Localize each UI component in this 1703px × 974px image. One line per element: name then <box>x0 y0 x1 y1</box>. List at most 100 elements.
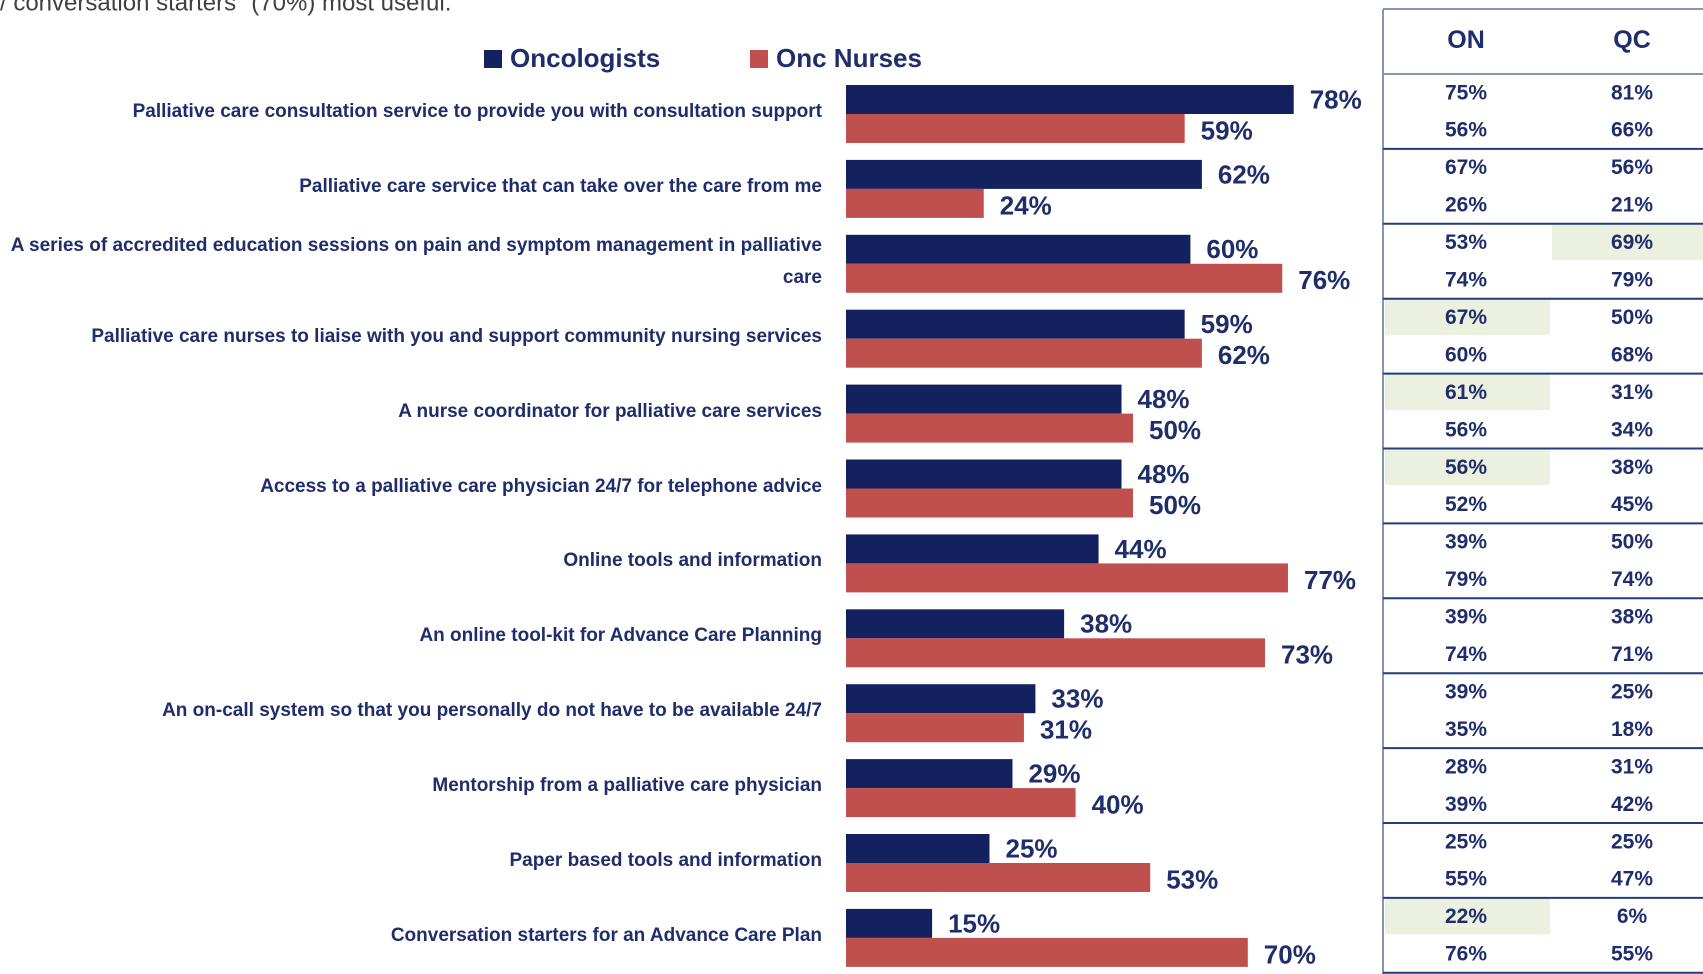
category-label: An online tool-kit for Advance Care Plan… <box>419 625 822 647</box>
table-highlight <box>1385 374 1550 411</box>
bar <box>846 188 984 218</box>
value-label: 50% <box>1149 490 1201 520</box>
table-cell: 47% <box>1611 868 1653 891</box>
value-label: 48% <box>1138 384 1190 414</box>
category-label: Palliative care consultation service to … <box>132 101 822 122</box>
bar <box>846 937 1248 967</box>
value-label: 50% <box>1149 415 1201 445</box>
legend-swatch <box>750 50 768 68</box>
value-label: 62% <box>1218 340 1270 370</box>
table-cell: 66% <box>1611 119 1653 142</box>
bar <box>846 309 1185 339</box>
table-cell: 28% <box>1445 755 1487 778</box>
value-label: 48% <box>1138 459 1190 489</box>
table-cell: 31% <box>1611 381 1653 404</box>
legend-label: Onc Nurses <box>776 43 922 73</box>
table-cell: 50% <box>1611 531 1653 554</box>
table-header: ON <box>1447 26 1485 54</box>
bar <box>846 759 1013 789</box>
table-cell: 71% <box>1611 643 1653 666</box>
table-cell: 50% <box>1611 306 1653 329</box>
value-label: 44% <box>1115 534 1167 564</box>
value-label: 33% <box>1051 684 1103 714</box>
bar <box>846 863 1151 892</box>
value-label: 77% <box>1304 565 1356 595</box>
bar <box>846 384 1122 414</box>
table-cell: 25% <box>1445 830 1487 853</box>
bar <box>846 684 1036 714</box>
table-cell: 45% <box>1611 493 1653 516</box>
legend-label: Oncologists <box>510 43 660 73</box>
table-cell: 39% <box>1445 793 1487 816</box>
category-label: Access to a palliative care physician 24… <box>260 475 822 497</box>
table-cell: 75% <box>1445 81 1487 104</box>
bar <box>846 263 1283 293</box>
value-label: 29% <box>1028 758 1080 788</box>
bar <box>846 488 1133 518</box>
value-label: 24% <box>1000 190 1052 220</box>
table-cell: 31% <box>1611 755 1653 778</box>
table-cell: 42% <box>1611 793 1653 816</box>
value-label: 62% <box>1218 159 1270 189</box>
table-cell: 67% <box>1445 156 1487 179</box>
value-label: 31% <box>1040 715 1092 745</box>
table-cell: 67% <box>1445 306 1487 329</box>
value-label: 15% <box>948 908 1000 938</box>
value-label: 70% <box>1264 939 1316 969</box>
bar <box>846 85 1294 114</box>
table-cell: 74% <box>1445 269 1487 292</box>
table-cell: 55% <box>1611 943 1653 966</box>
bar <box>846 459 1122 489</box>
category-label: An on-call system so that you personally… <box>162 700 822 722</box>
table-cell: 61% <box>1445 381 1487 404</box>
bar <box>846 234 1191 264</box>
table-cell: 52% <box>1445 493 1487 516</box>
table-highlight <box>1552 224 1703 261</box>
value-label: 76% <box>1298 265 1350 295</box>
table-cell: 56% <box>1445 418 1487 441</box>
table-cell: 56% <box>1611 156 1653 179</box>
bar <box>846 908 933 938</box>
table-cell: 39% <box>1445 531 1487 554</box>
table-cell: 60% <box>1445 343 1487 366</box>
category-label: Mentorship from a palliative care physic… <box>432 775 822 797</box>
table-highlight <box>1385 449 1550 485</box>
table-cell: 6% <box>1617 905 1648 928</box>
table-cell: 81% <box>1611 81 1653 104</box>
bar <box>846 338 1202 368</box>
bar <box>846 114 1185 143</box>
category-label: Paper based tools and information <box>509 850 823 871</box>
legend-swatch <box>484 50 502 68</box>
table-cell: 34% <box>1611 418 1653 441</box>
table-cell: 74% <box>1445 643 1487 666</box>
value-label: 40% <box>1092 789 1144 819</box>
value-label: 38% <box>1080 609 1132 639</box>
value-label: 60% <box>1206 234 1258 264</box>
value-label: 53% <box>1166 864 1218 894</box>
value-label: 78% <box>1310 84 1362 114</box>
bar <box>846 534 1099 564</box>
table-cell: 38% <box>1611 456 1653 479</box>
category-label: Palliative care service that can take ov… <box>299 175 822 197</box>
table-highlight <box>1385 299 1550 336</box>
table-highlight <box>1385 898 1550 935</box>
table-cell: 38% <box>1611 606 1653 629</box>
table-cell: 79% <box>1611 269 1653 292</box>
category-label: A series of accredited education session… <box>10 234 822 288</box>
category-label: Palliative care nurses to liaise with yo… <box>91 325 822 347</box>
table-cell: 56% <box>1445 119 1487 142</box>
category-label: A nurse coordinator for palliative care … <box>398 400 822 422</box>
table-cell: 39% <box>1445 606 1487 629</box>
table-cell: 76% <box>1445 943 1487 966</box>
value-label: 59% <box>1201 115 1253 145</box>
bar <box>846 159 1202 189</box>
table-cell: 79% <box>1445 568 1487 591</box>
table-cell: 35% <box>1445 718 1487 741</box>
table-cell: 39% <box>1445 680 1487 703</box>
bar <box>846 413 1133 443</box>
table-cell: 25% <box>1611 830 1653 853</box>
table-cell: 74% <box>1611 568 1653 591</box>
